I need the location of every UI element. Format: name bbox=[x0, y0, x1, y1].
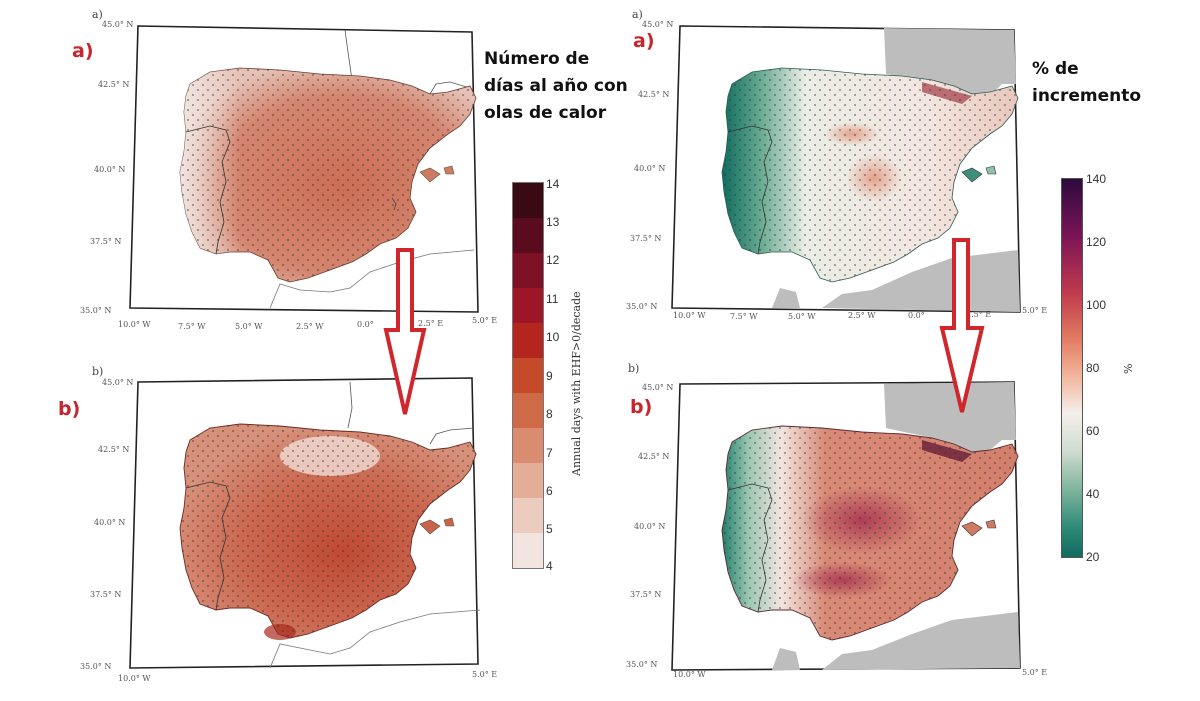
lat-tick: 42.5° N bbox=[98, 80, 130, 89]
lat-tick: 37.5° N bbox=[90, 237, 122, 246]
lat-tick: 35.0° N bbox=[626, 302, 658, 311]
colorbar-swatch bbox=[513, 498, 543, 533]
colorbar-tick: 9 bbox=[546, 369, 553, 383]
lon-tick: 5.0° E bbox=[1022, 668, 1048, 677]
lat-tick: 42.5° N bbox=[638, 452, 670, 461]
red-label-right-bottom: b) bbox=[630, 396, 653, 418]
left-annotation: Número de días al año con olas de calor bbox=[484, 46, 628, 127]
lat-tick: 37.5° N bbox=[630, 590, 662, 599]
colorbar-right bbox=[1061, 178, 1083, 558]
colorbar-left-label: Annual days with EHF>0/decade bbox=[570, 291, 583, 476]
colorbar-tick: 11 bbox=[546, 292, 559, 306]
colorbar-tick: 5 bbox=[546, 522, 553, 536]
lat-tick: 37.5° N bbox=[630, 234, 662, 243]
colorbar-swatch bbox=[513, 463, 543, 498]
lon-tick: 5.0° E bbox=[472, 670, 498, 679]
colorbar-tick: 60 bbox=[1086, 424, 1100, 438]
lon-tick: 5.0° E bbox=[472, 316, 498, 325]
lat-tick: 42.5° N bbox=[98, 445, 130, 454]
map-right-top bbox=[671, 22, 1022, 322]
lon-tick: 2.5° E bbox=[966, 310, 992, 319]
panel-letter-left-top: a) bbox=[92, 8, 103, 21]
red-label-left-bottom: b) bbox=[58, 398, 81, 420]
arrow-down-icon bbox=[383, 248, 427, 415]
lat-tick: 42.5° N bbox=[638, 90, 670, 99]
map-right-bottom bbox=[671, 380, 1022, 680]
colorbar-tick: 100 bbox=[1086, 298, 1107, 312]
colorbar-swatch bbox=[513, 393, 543, 428]
right-annotation-line-1: % de bbox=[1032, 59, 1079, 79]
lon-tick: 0.0° bbox=[908, 311, 925, 320]
lon-tick: 0.0° bbox=[357, 320, 374, 329]
colorbar-swatch bbox=[513, 428, 543, 463]
lon-tick: 5.0° W bbox=[788, 312, 816, 321]
colorbar-tick: 140 bbox=[1086, 172, 1107, 186]
colorbar-tick: 120 bbox=[1086, 235, 1107, 249]
colorbar-tick: 80 bbox=[1086, 361, 1100, 375]
red-label-right-top: a) bbox=[633, 30, 655, 52]
left-annotation-line-2: días al año con bbox=[484, 76, 628, 96]
lat-tick: 37.5° N bbox=[90, 590, 122, 599]
lat-tick: 40.0° N bbox=[634, 522, 666, 531]
panel-letter-right-bottom: b) bbox=[628, 362, 640, 375]
lat-tick: 45.0° N bbox=[642, 383, 674, 392]
colorbar-swatch bbox=[513, 183, 543, 218]
colorbar-right-label: % bbox=[1122, 363, 1135, 374]
colorbar-tick: 7 bbox=[546, 446, 553, 460]
arrow-down-icon bbox=[939, 238, 985, 413]
lon-tick: 5.0° W bbox=[235, 322, 263, 331]
lon-tick: 5.0° E bbox=[1022, 306, 1048, 315]
lat-tick: 40.0° N bbox=[94, 518, 126, 527]
colorbar-tick: 40 bbox=[1086, 487, 1100, 501]
lat-tick: 40.0° N bbox=[94, 165, 126, 174]
left-annotation-line-1: Número de bbox=[484, 49, 590, 69]
lon-tick: 2.5° E bbox=[418, 319, 444, 328]
lon-tick: 2.5° W bbox=[296, 322, 324, 331]
lon-tick: 10.0° W bbox=[118, 674, 151, 683]
lon-tick: 10.0° W bbox=[673, 670, 706, 679]
colorbar-swatch bbox=[513, 218, 543, 253]
lat-tick: 45.0° N bbox=[102, 378, 134, 387]
right-annotation-line-2: incremento bbox=[1032, 86, 1142, 106]
lat-tick: 45.0° N bbox=[102, 20, 134, 29]
left-annotation-line-3: olas de calor bbox=[484, 103, 607, 123]
colorbar-swatch bbox=[513, 288, 543, 323]
lat-tick: 40.0° N bbox=[634, 164, 666, 173]
colorbar-swatch bbox=[513, 358, 543, 393]
colorbar-tick: 8 bbox=[546, 407, 553, 421]
lat-tick: 45.0° N bbox=[642, 20, 674, 29]
colorbar-tick: 4 bbox=[546, 559, 553, 573]
lon-tick: 7.5° W bbox=[178, 322, 206, 331]
colorbar-left bbox=[512, 182, 544, 569]
lon-tick: 10.0° W bbox=[118, 320, 151, 329]
colorbar-tick: 12 bbox=[546, 253, 560, 267]
map-left-top bbox=[129, 22, 480, 322]
right-annotation: % de incremento bbox=[1032, 56, 1141, 110]
lon-tick: 2.5° W bbox=[848, 311, 876, 320]
colorbar-swatch bbox=[513, 253, 543, 288]
red-label-left-top: a) bbox=[72, 40, 94, 62]
panel-letter-left-bottom: b) bbox=[92, 365, 104, 378]
colorbar-tick: 14 bbox=[546, 177, 560, 191]
colorbar-swatch bbox=[513, 323, 543, 358]
colorbar-tick: 10 bbox=[546, 330, 560, 344]
colorbar-swatch bbox=[513, 533, 543, 568]
colorbar-tick: 20 bbox=[1086, 550, 1100, 564]
lat-tick: 35.0° N bbox=[626, 660, 658, 669]
colorbar-tick: 6 bbox=[546, 484, 553, 498]
lat-tick: 35.0° N bbox=[80, 306, 112, 315]
colorbar-tick: 13 bbox=[546, 215, 560, 229]
lat-tick: 35.0° N bbox=[80, 662, 112, 671]
map-left-bottom bbox=[129, 377, 481, 678]
lon-tick: 7.5° W bbox=[730, 312, 758, 321]
panel-letter-right-top: a) bbox=[632, 8, 643, 21]
lon-tick: 10.0° W bbox=[673, 311, 706, 320]
